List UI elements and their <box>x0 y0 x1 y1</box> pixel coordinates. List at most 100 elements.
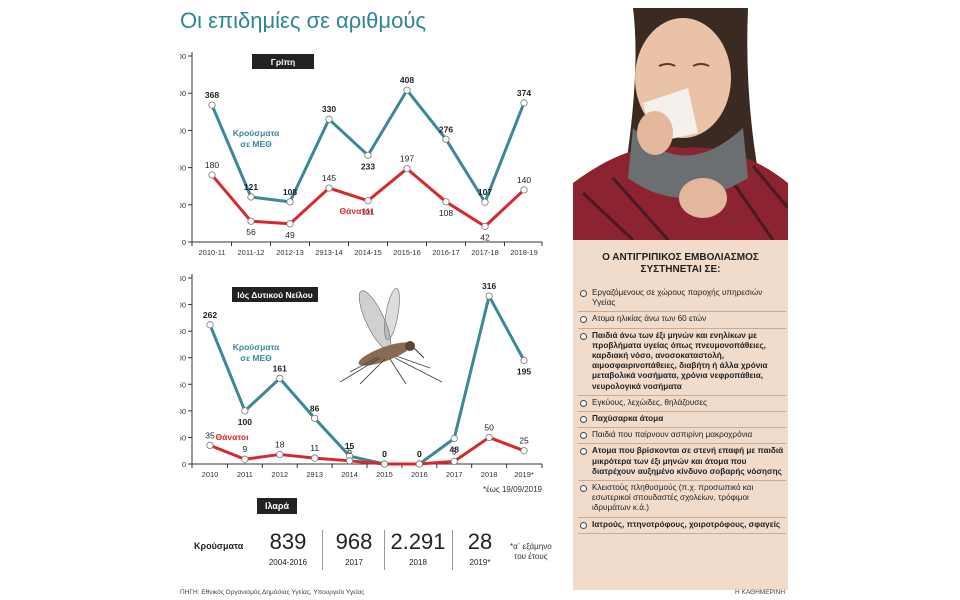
data-point <box>206 441 214 449</box>
measles-cell: 968 2017 <box>326 529 382 568</box>
mosquito-wing <box>384 288 400 340</box>
x-tick-label: 2019* <box>514 470 534 479</box>
x-tick-label: 2010 <box>202 470 219 479</box>
data-label: 108 <box>439 208 453 218</box>
data-label: 0 <box>417 449 422 459</box>
series-label: Θάνατοι <box>340 206 374 216</box>
x-tick-label: 2913-14 <box>315 248 343 257</box>
data-point <box>208 171 216 179</box>
data-point <box>311 414 319 422</box>
series-line <box>209 435 525 466</box>
measles-value: 968 <box>335 529 373 554</box>
measles-cell: 28 2019* <box>454 530 506 568</box>
flu-chart: 0 100 200 300 400 500 2010-11 2011-12 2012-13 291… <box>180 52 543 257</box>
list-item: Παχύσαρκα άτομα <box>578 412 786 429</box>
x-tick-label: 2913 <box>306 470 323 479</box>
measles-value: 839 <box>269 529 307 554</box>
data-point <box>286 198 294 206</box>
x-tick-label: 2010-11 <box>199 248 226 257</box>
data-label: 197 <box>400 154 414 164</box>
data-label: 408 <box>400 75 414 85</box>
data-point <box>520 447 528 455</box>
y-tick-label: 200 <box>180 164 186 173</box>
y-tick-label: 400 <box>180 89 186 98</box>
list-item: Εγκύους, λεχώιδες, θηλάζουσες <box>578 396 786 413</box>
data-point <box>325 184 333 192</box>
y-tick-label: 350 <box>180 274 186 283</box>
data-label: 42 <box>480 232 490 242</box>
data-point <box>442 198 450 206</box>
series-label: Κρούσματα σε ΜΕΘ <box>233 128 280 149</box>
series-label-line: Κρούσματα <box>233 128 280 138</box>
page-title: Οι επιδημίες σε αριθμούς <box>180 8 426 33</box>
measles-row-label: Κρούσματα <box>194 541 244 551</box>
y-tick-label: 200 <box>180 354 186 363</box>
data-point <box>247 193 255 201</box>
x-tick-label: 2014-15 <box>354 248 382 257</box>
x-tick-label: 2014 <box>341 470 358 479</box>
data-label: 6 <box>347 446 352 456</box>
chart-title: Ιός Δυτικού Νείλου <box>237 290 313 300</box>
data-label: 0 <box>417 449 422 459</box>
data-point <box>481 198 489 206</box>
data-label: 0 <box>382 449 387 459</box>
chart-title-badge: Γρίπη <box>252 54 314 69</box>
data-point <box>364 197 372 205</box>
data-label: 161 <box>273 363 287 373</box>
y-tick-label: 500 <box>180 52 186 61</box>
series-label-line: σε ΜΕΘ <box>240 353 272 363</box>
vaccination-panel: Ο ΑΝΤΙΓΡΙΠΙΚΟΣ ΕΜΒΟΛΙΑΣΜΟΣ ΣΥΣΤΗΝΕΤΑΙ ΣΕ… <box>573 240 788 590</box>
measles-title: Ιλαρά <box>257 498 298 514</box>
list-item: Παιδιά άνω των έξι μηνών και ενηλίκων με… <box>578 329 786 396</box>
data-label: 15 <box>345 441 355 451</box>
list-item: Παιδιά που παίρνουν ασπιρίνη μακροχρόνια <box>578 428 786 445</box>
data-point <box>241 407 249 415</box>
data-label: 86 <box>310 403 320 413</box>
data-label: 316 <box>482 281 496 291</box>
panel-title: Ο ΑΝΤΙΓΡΙΠΙΚΟΣ ΕΜΒΟΛΙΑΣΜΟΣ ΣΥΣΤΗΝΕΤΑΙ ΣΕ… <box>573 252 788 276</box>
data-label: 374 <box>517 88 531 98</box>
list-item: Εργαζόμενους σε χώρους παροχής υπηρεσιών… <box>578 286 786 313</box>
measles-table: Ιλαρά Κρούσματα 839 2004-2016 968 2017 2… <box>180 496 570 576</box>
data-point <box>415 460 423 468</box>
mosquito-icon <box>339 288 443 385</box>
x-tick-label: 2012 <box>271 470 288 479</box>
mosquito-leg <box>394 357 443 383</box>
data-point <box>485 433 493 442</box>
data-label: 107 <box>478 187 492 197</box>
data-label: 330 <box>322 104 336 114</box>
data-point <box>286 220 294 228</box>
x-tick-label: 2018-19 <box>510 248 538 257</box>
x-tick-label: 2015 <box>376 470 393 479</box>
y-tick-label: 250 <box>180 327 186 336</box>
x-tick-label: 2015-16 <box>393 248 421 257</box>
measles-note-line: *α΄ εξάμηνο <box>510 542 552 551</box>
data-point <box>208 101 216 109</box>
data-label: 50 <box>484 422 494 432</box>
data-point <box>442 135 450 143</box>
x-tick-label: 2011 <box>237 470 253 479</box>
brand-logo: Η ΚΑΘΗΜΕΡΙΝΗ <box>735 589 786 596</box>
data-point <box>241 455 249 463</box>
data-point <box>311 454 319 462</box>
series-label: Κρούσματα σε ΜΕΘ <box>233 342 280 363</box>
measles-note: *α΄ εξάμηνο του έτους <box>510 542 552 562</box>
measles-period: 2019* <box>469 558 491 567</box>
data-label: 49 <box>285 230 295 240</box>
y-tick-label: 0 <box>182 460 186 469</box>
data-label: 276 <box>439 124 453 134</box>
data-label: 180 <box>205 160 219 170</box>
data-point <box>380 460 389 468</box>
recommendation-list: Εργαζόμενους σε χώρους παροχής υπηρεσιών… <box>578 286 786 534</box>
data-point <box>247 217 255 225</box>
data-point <box>520 99 528 107</box>
y-tick-label: 150 <box>180 380 186 389</box>
mosquito-leg <box>359 358 386 385</box>
series-line <box>208 294 526 466</box>
data-label: 25 <box>519 436 529 446</box>
mosquito-leg <box>395 355 431 369</box>
data-label: 11 <box>310 443 319 453</box>
divider <box>322 530 323 570</box>
x-tick-label: 2012-13 <box>276 248 304 257</box>
data-point <box>481 222 489 230</box>
